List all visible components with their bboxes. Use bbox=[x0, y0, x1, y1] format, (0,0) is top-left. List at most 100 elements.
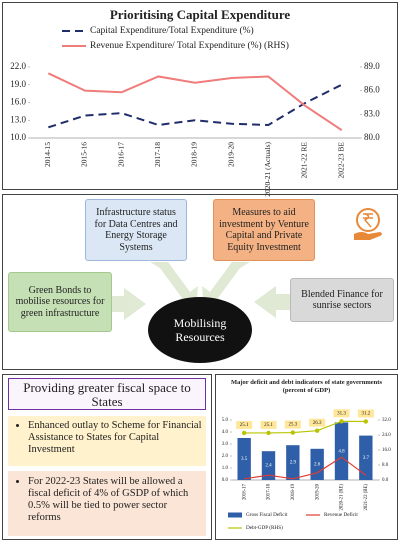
x-tick-label: 2014-15 bbox=[43, 142, 52, 167]
marker bbox=[363, 419, 369, 424]
label-box bbox=[309, 418, 326, 427]
x-tick-label: 2019-20 bbox=[315, 483, 320, 500]
label-box bbox=[284, 420, 301, 429]
diagram-node: Blended Finance for sunrise sectors bbox=[290, 278, 394, 322]
data-label: 31.2 bbox=[361, 412, 370, 417]
bar bbox=[261, 451, 276, 480]
diagram-node: Green Bonds to mobilise resources for gr… bbox=[8, 272, 112, 332]
y2-tick-label: 32.0 bbox=[382, 418, 391, 423]
y2-tick-label: 0.0 bbox=[382, 478, 389, 483]
x-tick-label: 2016-17 bbox=[116, 142, 125, 167]
y-tick-label: 4.0 bbox=[222, 430, 229, 435]
x-tick-label: 2021-22 RE bbox=[300, 142, 309, 179]
y-tick-label: 3.0 bbox=[222, 442, 229, 447]
line bbox=[244, 420, 366, 434]
data-label: 25.1 bbox=[240, 423, 249, 428]
chart-title: Prioritising Capital Expenditure bbox=[109, 7, 291, 22]
center-node bbox=[148, 297, 252, 363]
legend-label: Revenue Expenditure/ Total Expenditure (… bbox=[90, 40, 289, 51]
data-label: 25.1 bbox=[264, 423, 273, 428]
legend-label: Debt-GDP (RHS) bbox=[246, 524, 283, 531]
x-tick-label: 2018-19 bbox=[291, 483, 296, 500]
label-box bbox=[357, 409, 374, 418]
y-tick-label: 13.0 bbox=[10, 114, 26, 124]
bar bbox=[286, 445, 300, 480]
x-tick-label: 2020-21 (RE) bbox=[340, 484, 345, 511]
chart-frame bbox=[215, 374, 398, 540]
x-tick-label: 2019-20 bbox=[226, 142, 235, 167]
y-tick-label: 10.0 bbox=[10, 132, 26, 142]
diagram-node: Measures to aid investment by Venture Ca… bbox=[213, 199, 315, 261]
legend-swatch bbox=[228, 512, 242, 518]
y-tick-label: 1.0 bbox=[222, 466, 229, 471]
bullet: Enhanced outlay to Scheme for Financial … bbox=[28, 420, 202, 456]
bar bbox=[237, 438, 251, 480]
bar bbox=[310, 448, 324, 480]
chart-title: Major deficit and debt indicators of sta… bbox=[231, 379, 382, 394]
marker bbox=[314, 428, 320, 433]
rupee-icon bbox=[356, 208, 380, 232]
x-tick-label: 2017-18 bbox=[267, 483, 272, 500]
x-tick-label: 2015-16 bbox=[80, 142, 89, 167]
legend-label: Revenue Deficit bbox=[324, 511, 358, 518]
x-tick-label: 2016-17 bbox=[242, 483, 247, 500]
y2-tick-label: 80.0 bbox=[364, 132, 380, 142]
y2-tick-label: 24.0 bbox=[382, 433, 391, 438]
data-label: 26.3 bbox=[313, 421, 322, 426]
data-label: 25.3 bbox=[288, 423, 297, 428]
line bbox=[48, 83, 343, 129]
label-box bbox=[260, 420, 277, 429]
diagram-frame bbox=[2, 194, 398, 370]
center-label: Mobilising Resources bbox=[173, 316, 227, 344]
arrow bbox=[254, 286, 290, 318]
y2-tick-label: 89.0 bbox=[364, 61, 380, 71]
y-tick-label: 2.0 bbox=[222, 454, 229, 459]
x-tick-label: 2022-23 BE bbox=[336, 142, 345, 179]
bullet-box: For 2022-23 States will be allowed a fis… bbox=[8, 471, 206, 536]
data-label: 2.4 bbox=[265, 464, 272, 469]
line bbox=[47, 72, 343, 131]
y-tick-label: 0.0 bbox=[222, 478, 229, 483]
y-tick-label: 19.0 bbox=[10, 79, 26, 89]
bullet: For 2022-23 States will be allowed a fis… bbox=[28, 476, 202, 524]
states-frame bbox=[2, 374, 212, 540]
y2-tick-label: 16.0 bbox=[382, 448, 391, 453]
marker bbox=[266, 430, 271, 436]
bullet-box: Enhanced outlay to Scheme for Financial … bbox=[8, 416, 206, 466]
data-label: 31.3 bbox=[337, 411, 346, 416]
y-tick-label: 5.0 bbox=[222, 418, 229, 423]
marker bbox=[290, 430, 296, 435]
arrow bbox=[112, 288, 146, 320]
y2-tick-label: 86.0 bbox=[364, 85, 380, 95]
x-tick-label: 2020-21 (Actuals) bbox=[263, 142, 272, 197]
data-label: 2.6 bbox=[314, 463, 321, 468]
diagram-node: Infrastructure status for Data Centres a… bbox=[85, 199, 187, 261]
x-tick-label: 2017-18 bbox=[153, 142, 162, 167]
data-label: 3.5 bbox=[241, 457, 248, 462]
legend-label: Capital Expenditure/Total Expenditure (%… bbox=[90, 25, 254, 36]
rupee-icon bbox=[363, 213, 373, 228]
chart-frame bbox=[2, 2, 398, 190]
line bbox=[244, 456, 367, 480]
marker bbox=[339, 419, 344, 424]
data-label: 4.8 bbox=[338, 449, 345, 454]
x-tick-label: 2018-19 bbox=[190, 142, 199, 167]
y-tick-label: 22.0 bbox=[10, 61, 26, 71]
section-heading: Providing greater fiscal space to States bbox=[8, 378, 206, 410]
marker bbox=[241, 430, 247, 436]
y-tick-label: 16.0 bbox=[10, 97, 26, 107]
y2-tick-label: 83.0 bbox=[364, 108, 380, 118]
hand-icon bbox=[354, 232, 382, 240]
data-label: 2.9 bbox=[290, 461, 297, 466]
label-box bbox=[236, 420, 253, 429]
data-label: 3.7 bbox=[363, 456, 370, 461]
bar bbox=[334, 422, 349, 480]
bullet-list: For 2022-23 States will be allowed a fis… bbox=[12, 476, 202, 524]
label-box bbox=[333, 409, 350, 418]
arrow bbox=[202, 262, 250, 310]
bar bbox=[359, 435, 373, 480]
y2-tick-label: 8.0 bbox=[382, 463, 389, 468]
x-tick-label: 2021-22 (BE) bbox=[364, 484, 369, 511]
